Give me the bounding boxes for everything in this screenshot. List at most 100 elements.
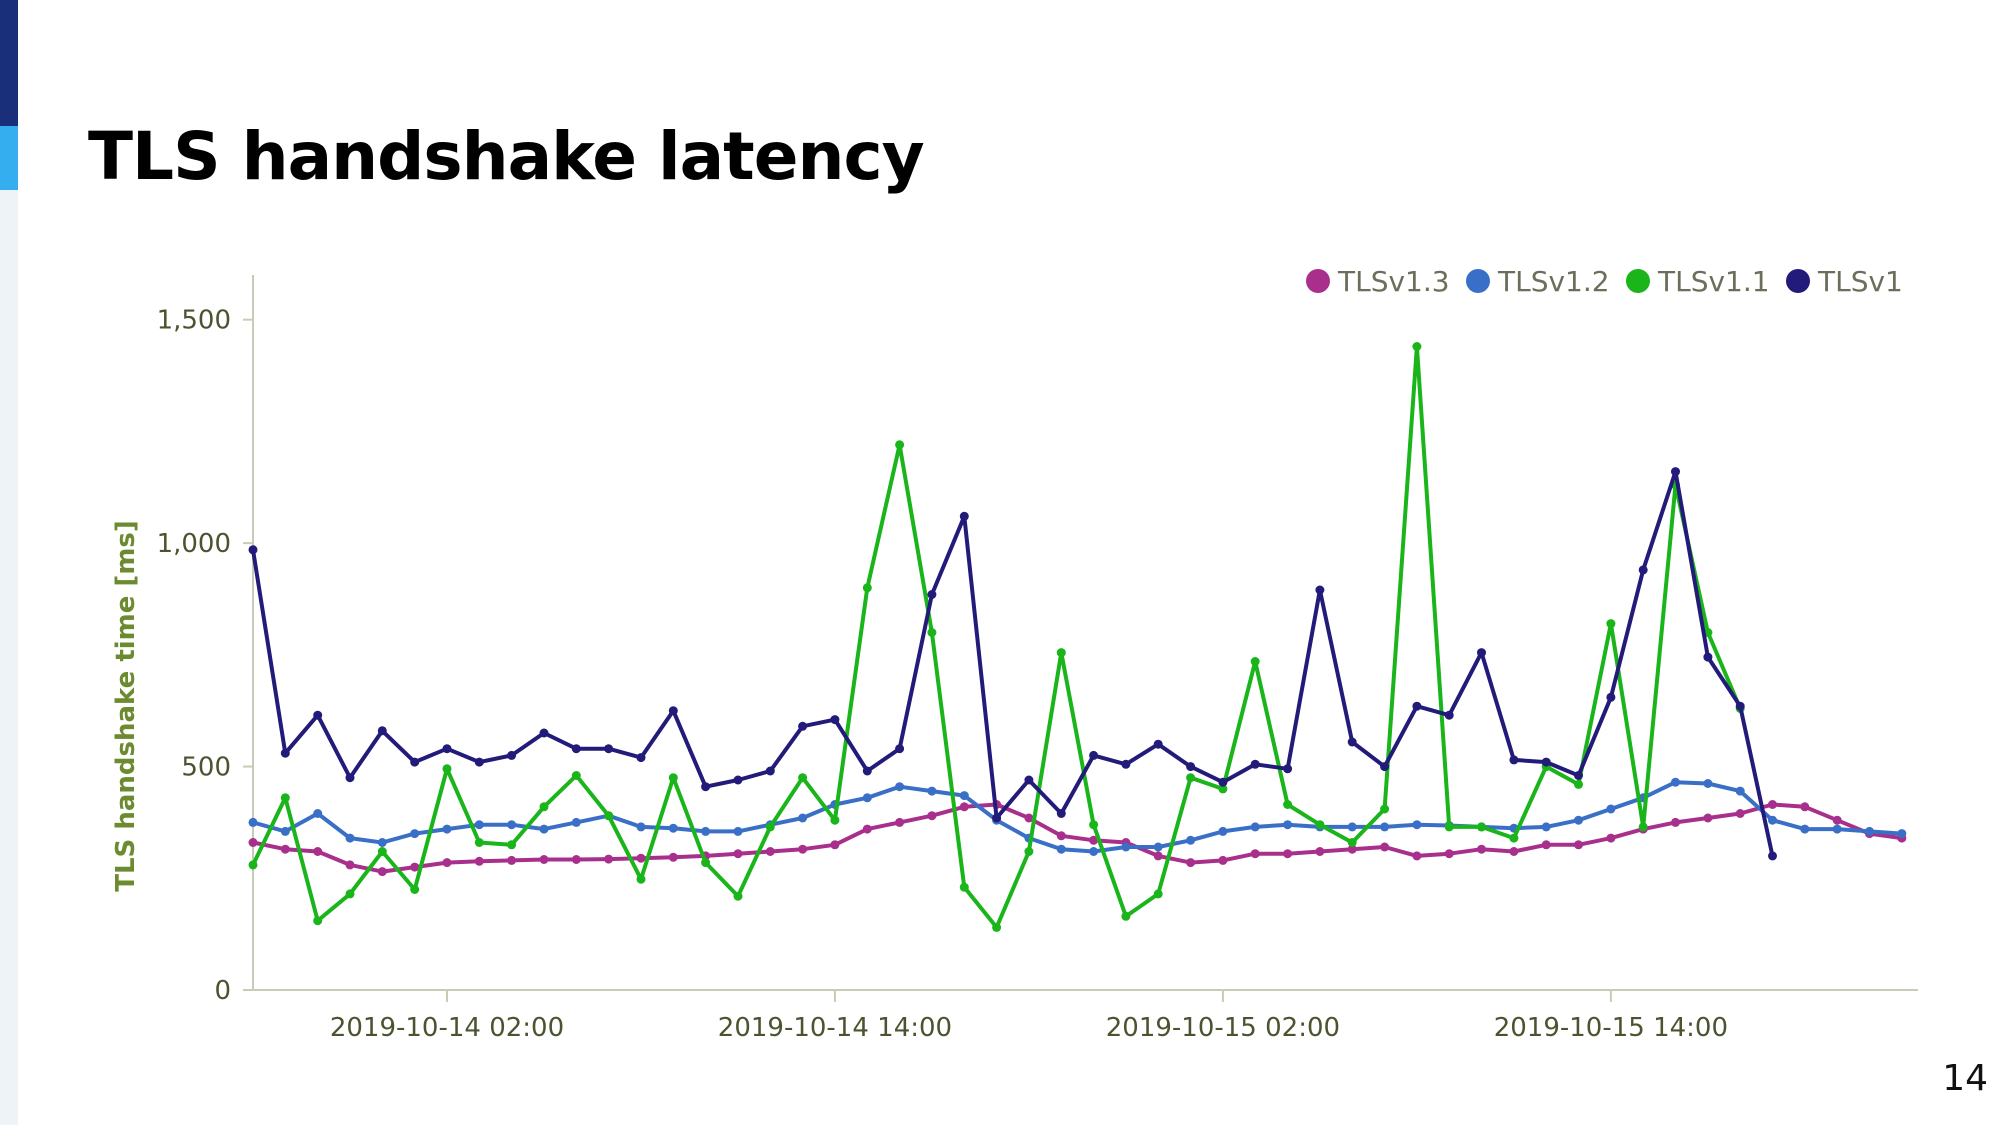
series-tlsv1-1 xyxy=(248,342,1745,932)
data-point xyxy=(1606,804,1616,814)
data-point xyxy=(313,916,323,926)
data-point xyxy=(927,786,937,796)
data-point xyxy=(1121,759,1131,769)
x-tick-label: 2019-10-15 14:00 xyxy=(1494,1013,1728,1043)
data-point xyxy=(1218,826,1228,836)
data-point xyxy=(1509,755,1519,765)
y-tick-label: 0 xyxy=(214,976,231,1006)
data-point xyxy=(701,782,711,792)
data-point xyxy=(1250,657,1260,666)
data-point xyxy=(1897,829,1907,839)
data-point xyxy=(1186,773,1196,783)
data-point xyxy=(1121,911,1131,921)
data-point xyxy=(765,766,775,776)
series-line-tlsv1-3 xyxy=(252,802,1903,874)
data-point xyxy=(1186,762,1196,772)
data-point xyxy=(1735,786,1745,796)
data-point xyxy=(410,829,420,839)
legend-swatch xyxy=(1306,269,1330,293)
legend-label: TLSv1.1 xyxy=(1657,265,1770,298)
data-point xyxy=(1606,619,1616,629)
data-point xyxy=(1541,822,1551,832)
data-point xyxy=(1024,847,1034,856)
data-point xyxy=(345,889,355,899)
data-point xyxy=(1800,824,1810,834)
data-point xyxy=(377,838,387,847)
data-point xyxy=(927,590,937,599)
accent-strip xyxy=(0,190,18,1125)
x-tick-label: 2019-10-14 02:00 xyxy=(330,1013,564,1043)
data-point xyxy=(1412,851,1422,861)
data-point xyxy=(604,854,614,864)
data-point xyxy=(442,858,452,868)
data-point xyxy=(313,809,323,818)
data-point xyxy=(1671,817,1680,827)
legend-label: TLSv1.2 xyxy=(1497,265,1610,298)
data-point xyxy=(1832,824,1842,834)
data-point xyxy=(1638,565,1648,575)
data-point xyxy=(1186,858,1196,868)
slide-title: TLS handshake latency xyxy=(88,118,925,195)
data-point xyxy=(1283,820,1293,830)
legend-item-tlsv1: TLSv1 xyxy=(1786,265,1903,298)
data-point xyxy=(1056,831,1066,841)
data-point xyxy=(1412,701,1422,711)
data-point xyxy=(1056,809,1066,818)
data-point xyxy=(668,852,678,862)
data-point xyxy=(1768,851,1777,861)
data-point xyxy=(1574,815,1583,825)
data-point xyxy=(1315,585,1325,595)
data-point xyxy=(1768,800,1777,809)
series-tlsv1 xyxy=(248,467,1777,861)
data-point xyxy=(1638,822,1648,832)
data-point xyxy=(539,802,549,812)
data-point xyxy=(474,820,484,830)
data-point xyxy=(927,811,937,821)
data-point xyxy=(798,813,808,823)
data-point xyxy=(992,813,1002,823)
data-point xyxy=(895,440,905,450)
data-point xyxy=(1509,847,1519,856)
data-point xyxy=(474,838,484,847)
data-point xyxy=(1283,849,1293,859)
data-point xyxy=(507,840,517,850)
data-point xyxy=(765,822,775,832)
data-point xyxy=(895,782,905,792)
data-point xyxy=(377,726,387,736)
data-point xyxy=(1444,710,1454,720)
data-point xyxy=(1283,800,1293,809)
series-line-tlsv1 xyxy=(251,469,1775,857)
data-point xyxy=(927,628,937,637)
data-point xyxy=(1671,777,1680,787)
accent-bar-light xyxy=(0,126,18,190)
data-point xyxy=(1315,847,1325,856)
data-point xyxy=(798,773,808,783)
data-point xyxy=(571,744,581,754)
y-axis-label: TLS handshake time [ms] xyxy=(111,520,141,892)
data-point xyxy=(571,771,581,780)
data-point xyxy=(280,793,290,803)
data-point xyxy=(733,775,743,785)
data-point xyxy=(1703,779,1713,788)
data-point xyxy=(410,757,420,767)
data-point xyxy=(442,824,452,834)
data-point xyxy=(830,840,840,850)
data-point xyxy=(248,838,258,847)
chart-legend: TLSv1.3 TLSv1.2 TLSv1.1 TLSv1 xyxy=(1306,265,1903,298)
data-point xyxy=(345,773,355,783)
data-point xyxy=(701,858,711,868)
data-point xyxy=(733,826,743,836)
series-line-tlsv1-2 xyxy=(252,780,1902,854)
data-point xyxy=(765,847,775,856)
data-point xyxy=(1056,648,1066,658)
page-number: 14 xyxy=(1942,1058,1988,1099)
data-point xyxy=(636,853,646,863)
data-point xyxy=(668,823,678,833)
data-point xyxy=(248,545,258,555)
data-point xyxy=(1089,820,1099,830)
data-point xyxy=(862,824,872,834)
y-tick-label: 1,500 xyxy=(157,306,231,336)
data-point xyxy=(1703,652,1713,662)
data-point xyxy=(668,773,678,783)
data-point xyxy=(248,860,258,870)
